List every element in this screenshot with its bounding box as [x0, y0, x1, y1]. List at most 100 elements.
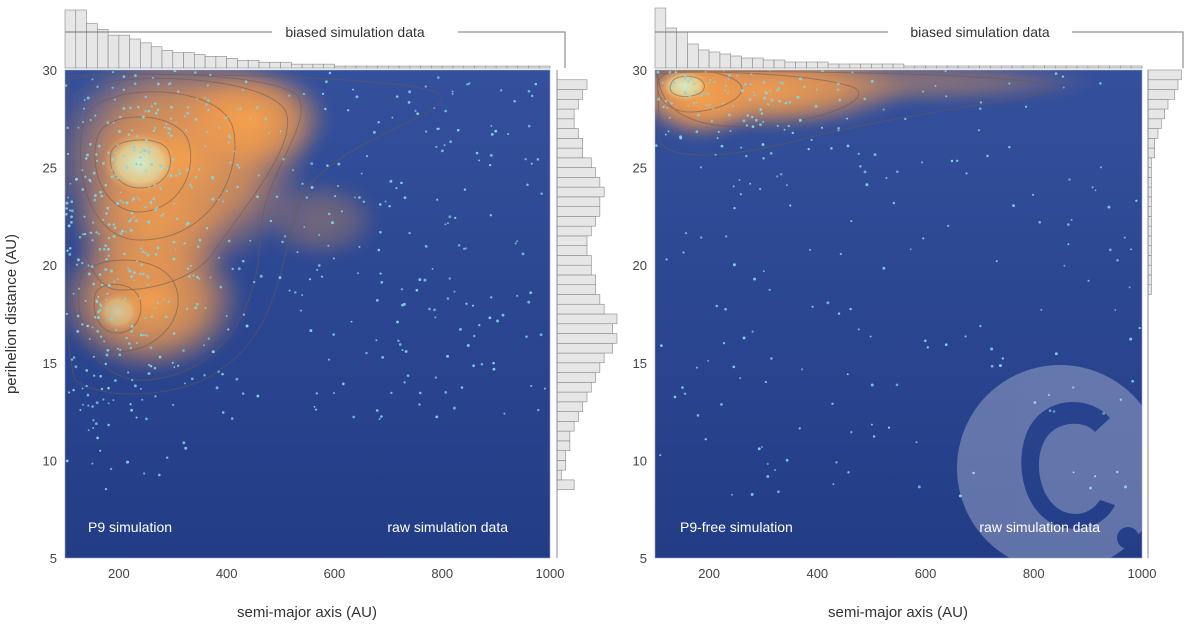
raw-data-point: [310, 186, 314, 189]
raw-data-point: [196, 275, 199, 279]
raw-data-point: [96, 316, 99, 319]
raw-data-point: [749, 182, 752, 185]
raw-data-point: [742, 336, 746, 340]
raw-data-point: [762, 80, 766, 84]
raw-data-point: [745, 124, 749, 127]
raw-data-point: [174, 248, 177, 251]
raw-data-point: [111, 86, 114, 89]
raw-data-point: [1070, 218, 1073, 221]
raw-data-point: [205, 227, 209, 230]
top-histogram-bar: [1109, 65, 1121, 69]
top-histogram-bar: [161, 50, 174, 69]
raw-data-point: [1128, 286, 1131, 289]
raw-data-point: [768, 90, 771, 93]
raw-data-point: [401, 303, 404, 307]
raw-data-point: [733, 206, 736, 210]
raw-data-point: [741, 89, 744, 93]
raw-data-point: [227, 141, 230, 144]
raw-data-point: [434, 376, 437, 379]
raw-data-point: [81, 323, 84, 326]
raw-data-point: [328, 71, 332, 75]
top-histogram-bar: [129, 38, 141, 69]
top-histogram: [654, 7, 1143, 69]
raw-data-point: [317, 264, 321, 267]
raw-data-point: [1087, 279, 1090, 282]
raw-data-point: [679, 135, 683, 139]
raw-data-point: [657, 97, 661, 101]
raw-data-point: [722, 102, 725, 105]
raw-data-point: [729, 130, 732, 132]
raw-data-point: [72, 388, 75, 392]
raw-data-point: [451, 90, 454, 93]
top-histogram-bar: [377, 65, 389, 69]
raw-data-point: [314, 408, 318, 411]
raw-data-point: [253, 280, 256, 284]
raw-data-point: [83, 215, 86, 218]
raw-data-point: [1067, 243, 1070, 246]
x-tick-labels: 200 400 600 800 1000: [698, 566, 1156, 581]
raw-data-point: [490, 132, 494, 136]
raw-data-point: [416, 112, 420, 116]
raw-data-point: [821, 126, 824, 129]
contour-2: [657, 70, 743, 113]
raw-data-point: [446, 222, 449, 225]
raw-data-point: [159, 164, 163, 168]
histogram-bracket: [655, 31, 1184, 68]
raw-data-point: [458, 327, 462, 331]
raw-data-point: [446, 297, 450, 300]
raw-data-point: [1131, 379, 1135, 383]
raw-data-point: [1094, 475, 1097, 478]
raw-data-point: [850, 220, 853, 223]
raw-data-point: [869, 335, 872, 338]
y-axis-label: perihelion distance (AU): [3, 234, 20, 394]
raw-data-point: [91, 78, 94, 81]
raw-data-point: [661, 81, 664, 84]
raw-data-point: [94, 316, 97, 319]
raw-data-point: [230, 417, 234, 420]
raw-data-point: [111, 157, 115, 161]
raw-data-point: [870, 79, 874, 83]
plot-frame: [654, 69, 1143, 559]
contour-6: [78, 259, 179, 353]
raw-data-point: [727, 73, 731, 77]
raw-data-point: [152, 197, 156, 201]
raw-data-point: [87, 272, 91, 276]
raw-data-point: [448, 215, 452, 219]
raw-data-point: [837, 129, 840, 132]
raw-data-point: [163, 298, 166, 301]
raw-data-point: [467, 83, 470, 86]
raw-data-point: [189, 264, 192, 267]
raw-data-point: [720, 144, 724, 148]
top-histogram-bar: [914, 65, 926, 69]
raw-data-point: [91, 405, 94, 408]
raw-data-point: [144, 205, 147, 209]
raw-data-point: [847, 471, 850, 474]
raw-data-point: [377, 120, 380, 124]
raw-data-point: [173, 202, 176, 205]
raw-data-point: [1099, 166, 1103, 169]
raw-data-point: [204, 145, 207, 148]
raw-data-point: [391, 116, 394, 119]
raw-data-point: [1116, 470, 1119, 474]
annotation-raw-data: raw simulation data: [979, 519, 1100, 535]
raw-data-point: [762, 121, 765, 123]
raw-data-point: [172, 332, 176, 335]
raw-data-point: [118, 130, 121, 133]
raw-data-point: [923, 339, 927, 343]
raw-data-point: [529, 291, 533, 295]
raw-data-point: [301, 294, 304, 296]
top-histogram-bar: [506, 65, 518, 69]
raw-data-point: [81, 261, 84, 265]
raw-data-point: [400, 288, 404, 291]
raw-data-point: [693, 82, 696, 85]
raw-data-point: [1114, 309, 1117, 311]
raw-data-point: [670, 101, 673, 105]
raw-data-point: [114, 174, 117, 177]
y-tick-label: 10: [633, 453, 647, 468]
raw-data-point: [259, 274, 263, 278]
x-tick-labels: 200 400 600 800 1000: [108, 566, 564, 581]
raw-data-point: [836, 82, 840, 86]
top-histogram-bar: [86, 23, 98, 69]
raw-data-point: [186, 267, 190, 270]
raw-data-point: [154, 102, 157, 105]
